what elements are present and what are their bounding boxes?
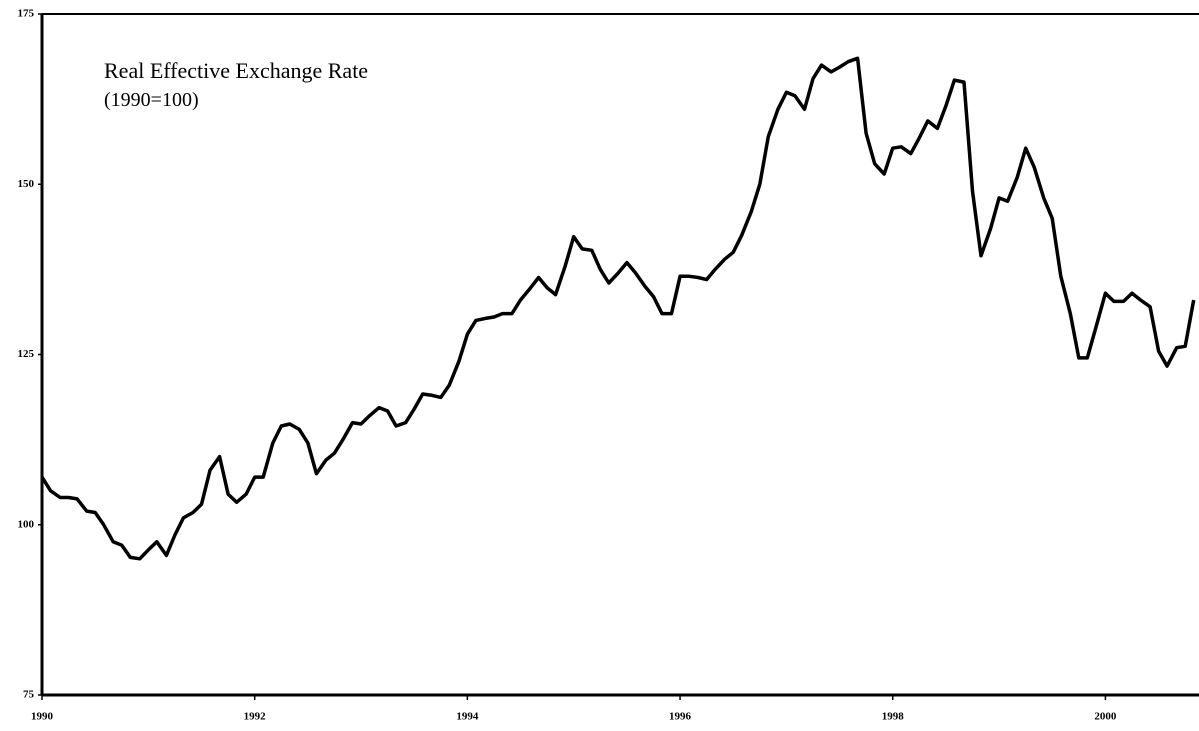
y-tick-label: 100	[18, 518, 35, 530]
x-tick-label: 1990	[31, 711, 54, 723]
x-tick-label: 1996	[669, 711, 692, 723]
x-tick-label: 1992	[244, 711, 267, 723]
y-tick-label: 150	[18, 178, 35, 190]
data-line	[40, 56, 1196, 561]
x-tick-label: 1998	[882, 711, 905, 723]
x-tick-label: 1994	[456, 711, 479, 723]
x-tick-label: 2000	[1094, 711, 1117, 723]
y-tick-label: 175	[18, 8, 35, 20]
chart-subtitle: (1990=100)	[104, 89, 199, 111]
y-tick-label: 125	[18, 348, 35, 360]
y-tick-label: 75	[23, 689, 35, 701]
chart-title: Real Effective Exchange Rate	[104, 58, 368, 83]
